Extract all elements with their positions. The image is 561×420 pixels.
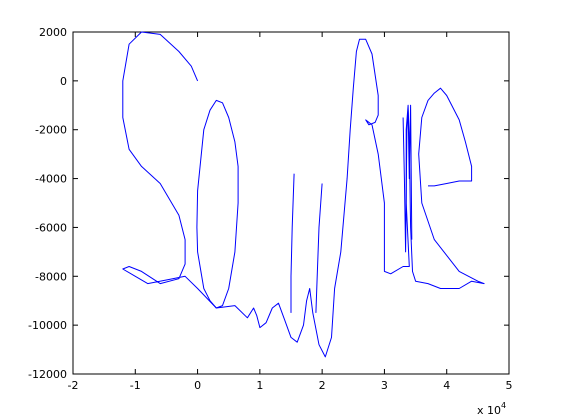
- x-axis-multiplier-label: x 104: [477, 401, 506, 417]
- y-tick-label: -6000: [35, 221, 67, 234]
- x-axis-ticks: -2 -1 0 1 2 3 4 5: [68, 32, 513, 392]
- y-axis-ticks: 2000 0 -2000 -4000 -6000 -8000 -10000 -12000: [28, 26, 509, 381]
- x-multiplier-base: x 10: [477, 404, 501, 417]
- x-tick-label: 3: [381, 379, 388, 392]
- y-tick-label: -4000: [35, 173, 67, 186]
- x-tick-label: 4: [443, 379, 450, 392]
- series-group: [122, 31, 485, 358]
- series-line-1: [122, 31, 485, 358]
- y-tick-label: 2000: [39, 26, 67, 39]
- x-multiplier-exponent: 4: [501, 401, 506, 410]
- series-line-2: [196, 99, 239, 309]
- y-tick-label: -12000: [28, 368, 67, 381]
- x-tick-label: 2: [319, 379, 326, 392]
- x-tick-label: 1: [256, 379, 263, 392]
- series-line-5: [402, 104, 413, 253]
- y-tick-label: -2000: [35, 124, 67, 137]
- y-tick-label: -8000: [35, 270, 67, 283]
- y-tick-label: 0: [60, 75, 67, 88]
- x-tick-label: -2: [68, 379, 79, 392]
- y-tick-label: -10000: [28, 319, 67, 332]
- x-tick-label: -1: [130, 379, 141, 392]
- series-line-4: [315, 183, 323, 313]
- plot-area: [72, 31, 510, 375]
- series-line-3: [290, 173, 295, 313]
- x-tick-label: 5: [506, 379, 513, 392]
- x-tick-label: 0: [194, 379, 201, 392]
